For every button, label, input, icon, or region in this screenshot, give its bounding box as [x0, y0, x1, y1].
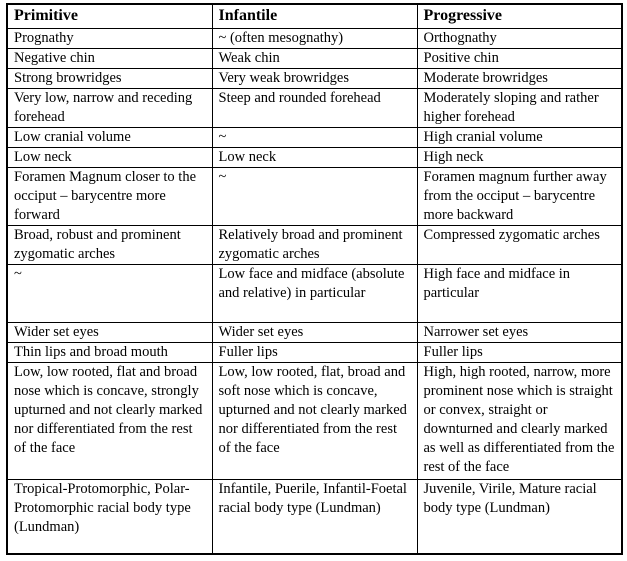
- table-row: Thin lips and broad mouth Fuller lips Full…: [6, 342, 623, 363]
- table-cell: ~: [6, 264, 213, 323]
- comparison-table: Primitive Infantile Progressive Prognathy ~…: [6, 3, 623, 555]
- table-cell: Weak chin: [211, 48, 418, 69]
- table-cell: ~: [211, 127, 418, 148]
- column-header: Progressive: [416, 3, 623, 29]
- column-header: Primitive: [6, 3, 213, 29]
- table-row: Tropical-Protomorphic, Polar-Protomorphi…: [6, 479, 623, 554]
- table-cell: Moderately sloping and rather higher for…: [416, 88, 623, 128]
- table-row: Negative chin Weak chin Positive chin: [6, 48, 623, 69]
- table-cell: Foramen Magnum closer to the occiput – b…: [6, 167, 213, 226]
- table-row: ~ Low face and midface (absolute and rela…: [6, 264, 623, 323]
- table-cell: Prognathy: [6, 28, 213, 49]
- table-cell: ~ (often mesognathy): [211, 28, 418, 49]
- column-header: Infantile: [211, 3, 418, 29]
- table-cell: Low, low rooted, flat and broad nose whi…: [6, 362, 213, 480]
- table-row: Wider set eyes Wider set eyes Narrower set…: [6, 322, 623, 343]
- table-cell: Wider set eyes: [6, 322, 213, 343]
- table-cell: Broad, robust and prominent zygomatic ar…: [6, 225, 213, 265]
- table-cell: Narrower set eyes: [416, 322, 623, 343]
- table-cell: Relatively broad and prominent zygomatic…: [211, 225, 418, 265]
- table-cell: Low face and midface (absolute and relat…: [211, 264, 418, 323]
- table-cell: Wider set eyes: [211, 322, 418, 343]
- table-cell: ~: [211, 167, 418, 226]
- table-cell: Strong browridges: [6, 68, 213, 89]
- table-row: Strong browridges Very weak browridges Mod…: [6, 68, 623, 89]
- table-cell: Tropical-Protomorphic, Polar-Protomorphi…: [6, 479, 213, 554]
- table-cell: Moderate browridges: [416, 68, 623, 89]
- table-body: Prognathy ~ (often mesognathy) Orthognathy…: [6, 28, 623, 554]
- table-cell: High face and midface in particular: [416, 264, 623, 323]
- table-cell: Steep and rounded forehead: [211, 88, 418, 128]
- table-cell: Positive chin: [416, 48, 623, 69]
- table-row: Foramen Magnum closer to the occiput – b…: [6, 167, 623, 226]
- table-cell: High neck: [416, 147, 623, 168]
- table-cell: Compressed zygomatic arches: [416, 225, 623, 265]
- table-cell: High, high rooted, narrow, more prominen…: [416, 362, 623, 480]
- table-cell: Negative chin: [6, 48, 213, 69]
- table-cell: Foramen magnum further away from the occ…: [416, 167, 623, 226]
- table-cell: Low neck: [211, 147, 418, 168]
- table-cell: Very low, narrow and receding forehead: [6, 88, 213, 128]
- table-cell: Orthognathy: [416, 28, 623, 49]
- table-row: Low neck Low neck High neck: [6, 147, 623, 168]
- table-row: Low cranial volume ~ High cranial volume: [6, 127, 623, 148]
- table-cell: Low, low rooted, flat, broad and soft no…: [211, 362, 418, 480]
- table-cell: Juvenile, Virile, Mature racial body typ…: [416, 479, 623, 554]
- table-row: Prognathy ~ (often mesognathy) Orthognathy: [6, 28, 623, 49]
- table-cell: Infantile, Puerile, Infantil-Foetal raci…: [211, 479, 418, 554]
- table-row: Low, low rooted, flat and broad nose whi…: [6, 362, 623, 480]
- table-cell: High cranial volume: [416, 127, 623, 148]
- table-cell: Fuller lips: [211, 342, 418, 363]
- table-cell: Thin lips and broad mouth: [6, 342, 213, 363]
- table-row: Very low, narrow and receding forehead St…: [6, 88, 623, 128]
- table-cell: Very weak browridges: [211, 68, 418, 89]
- table-row: Broad, robust and prominent zygomatic ar…: [6, 225, 623, 265]
- header-row: Primitive Infantile Progressive: [6, 3, 623, 29]
- table-cell: Fuller lips: [416, 342, 623, 363]
- table-cell: Low neck: [6, 147, 213, 168]
- table-cell: Low cranial volume: [6, 127, 213, 148]
